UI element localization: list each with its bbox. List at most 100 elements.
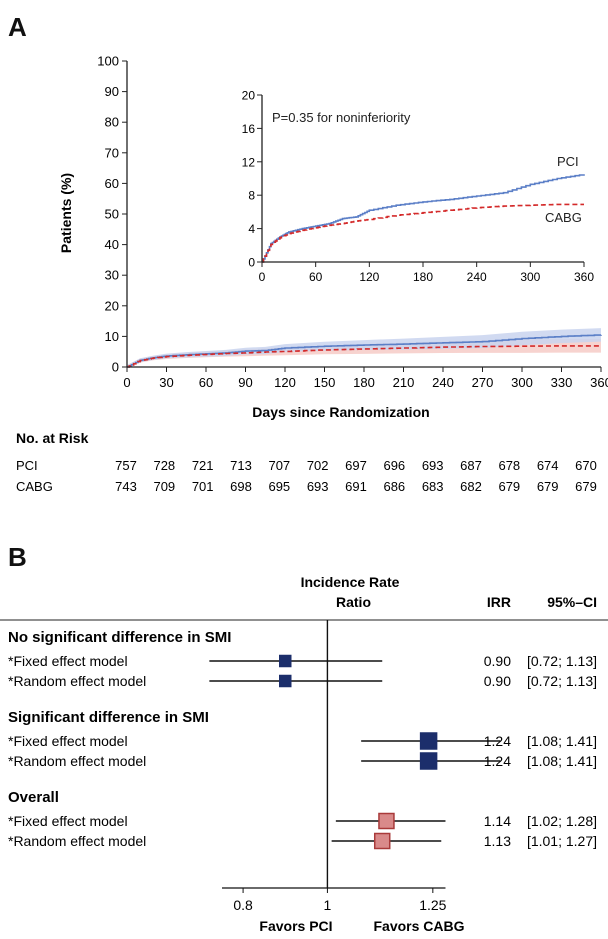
risk-row-label-pci: PCI [16, 458, 38, 473]
forest-plot: Incidence Rate Ratio IRR 95%–CI No signi… [0, 574, 608, 934]
inset-curve-pci [262, 174, 585, 263]
inset-curve-cabg [262, 203, 584, 263]
x-tick-label: 150 [314, 375, 336, 390]
inset-y-tick-label: 8 [248, 189, 255, 203]
risk-value-pci: 697 [345, 458, 367, 473]
risk-value-cabg: 695 [268, 479, 290, 494]
risk-value-cabg: 691 [345, 479, 367, 494]
ci-value: [1.01; 1.27] [527, 833, 597, 849]
risk-table: No. at Risk PCI CABG 757 728 721 713 707 702 6… [16, 430, 597, 494]
inset-x-tick-label: 360 [574, 270, 594, 284]
x-tick-label: 0 [123, 375, 130, 390]
ci-value: [0.72; 1.13] [527, 653, 597, 669]
ci-bands [127, 328, 601, 367]
risk-value-cabg: 743 [115, 479, 137, 494]
irr-value: 1.13 [484, 833, 511, 849]
risk-row-label-cabg: CABG [16, 479, 53, 494]
risk-value-cabg: 683 [422, 479, 444, 494]
x-tick-label: 60 [199, 375, 213, 390]
x-tick-label: 90 [238, 375, 252, 390]
inset-label-pci: PCI [557, 154, 579, 169]
column-header-irr: IRR [487, 594, 511, 610]
y-tick-label: 50 [105, 207, 119, 222]
inset-y-tick-label: 4 [248, 222, 255, 236]
curve-cabg [127, 345, 601, 368]
irr-value: 1.14 [484, 813, 511, 829]
y-tick-label: 90 [105, 84, 119, 99]
risk-value-pci: 721 [192, 458, 214, 473]
estimate-box [279, 674, 292, 688]
y-tick-label: 0 [112, 360, 119, 375]
row-label: *Fixed effect model [8, 813, 128, 829]
x-tick-label: 30 [159, 375, 173, 390]
ci-band-pci [127, 328, 601, 367]
forest-x-tick-label: 1 [324, 897, 332, 913]
irr-value: 1.24 [484, 733, 511, 749]
ci-value: [1.02; 1.28] [527, 813, 597, 829]
x-tick-label: 270 [472, 375, 494, 390]
irr-value: 0.90 [484, 653, 511, 669]
ci-value: [0.72; 1.13] [527, 673, 597, 689]
x-tick-label: 360 [590, 375, 608, 390]
inset-x-tick-label: 300 [520, 270, 540, 284]
risk-value-cabg: 679 [575, 479, 597, 494]
estimate-box [419, 732, 438, 750]
y-tick-label: 60 [105, 176, 119, 191]
favors-cabg-label: Favors CABG [373, 918, 464, 934]
risk-value-cabg: 686 [383, 479, 405, 494]
km-inset: 0 4 8 12 16 20 0 60 120 180 240 300 360 P=0.35 for n… [242, 89, 601, 285]
row-label: *Fixed effect model [8, 733, 128, 749]
y-tick-label: 20 [105, 298, 119, 313]
risk-value-pci: 687 [460, 458, 482, 473]
estimate-box [279, 654, 292, 668]
inset-x-tick-label: 60 [309, 270, 323, 284]
group-heading: Significant difference in SMI [8, 709, 209, 726]
risk-value-pci: 674 [537, 458, 559, 473]
risk-value-cabg: 682 [460, 479, 482, 494]
y-tick-label: 40 [105, 237, 119, 252]
risk-value-pci: 728 [153, 458, 175, 473]
inset-curves [262, 174, 585, 263]
risk-value-cabg: 701 [192, 479, 214, 494]
inset-y-tick-label: 0 [248, 256, 255, 270]
estimate-box [373, 832, 391, 850]
inset-label-cabg: CABG [545, 210, 582, 225]
forest-x-tick-label: 0.8 [233, 897, 253, 913]
group-heading: Overall [8, 789, 59, 806]
risk-value-cabg: 709 [153, 479, 175, 494]
forest-x-tick-label: 1.25 [419, 897, 446, 913]
risk-value-cabg: 693 [307, 479, 329, 494]
y-axis-label: Patients (%) [58, 173, 74, 253]
y-tick-label: 10 [105, 329, 119, 344]
risk-value-cabg: 698 [230, 479, 252, 494]
estimate-box [378, 812, 395, 830]
x-axis-label: Days since Randomization [252, 404, 429, 420]
risk-value-cabg: 679 [498, 479, 520, 494]
risk-table-title: No. at Risk [16, 430, 89, 446]
risk-value-pci: 757 [115, 458, 137, 473]
y-tick-label: 100 [97, 54, 119, 69]
irr-value: 1.24 [484, 753, 511, 769]
risk-value-cabg: 679 [537, 479, 559, 494]
column-header-ci: 95%–CI [547, 594, 597, 610]
row-label: *Random effect model [8, 753, 146, 769]
forest-rows: No significant difference in SMI *Fixed e… [8, 629, 597, 850]
y-tick-label: 80 [105, 115, 119, 130]
x-tick-label: 180 [353, 375, 375, 390]
panel-a-letter: A [8, 12, 27, 42]
row-label: *Random effect model [8, 673, 146, 689]
forest-title-line1: Incidence Rate [301, 574, 400, 590]
y-tick-label: 70 [105, 145, 119, 160]
inset-y-tick-label: 12 [242, 155, 256, 169]
row-label: *Random effect model [8, 833, 146, 849]
favors-pci-label: Favors PCI [259, 918, 332, 934]
risk-value-pci: 702 [307, 458, 329, 473]
y-tick-label: 30 [105, 268, 119, 283]
inset-y-tick-label: 20 [242, 89, 256, 103]
risk-value-pci: 713 [230, 458, 252, 473]
inset-axes: 0 4 8 12 16 20 0 60 120 180 240 300 360 [242, 89, 595, 285]
x-tick-label: 330 [551, 375, 573, 390]
irr-value: 0.90 [484, 673, 511, 689]
